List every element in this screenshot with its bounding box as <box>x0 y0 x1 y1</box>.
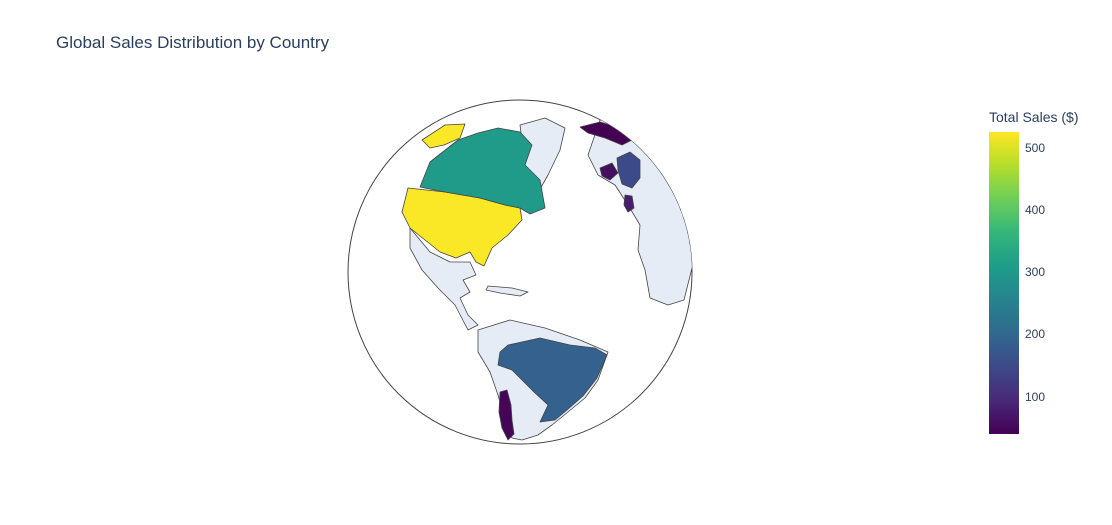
country-brazil[interactable] <box>497 337 608 423</box>
colorbar-tick-300: 300 <box>1025 265 1046 280</box>
colorbar-tick-500: 500 <box>1025 140 1046 155</box>
colorbar-tick-100: 100 <box>1025 389 1046 404</box>
country-chile[interactable] <box>498 389 515 441</box>
country-uk[interactable] <box>616 151 641 189</box>
country-portugal[interactable] <box>623 194 635 213</box>
colorbar-tick-400: 400 <box>1025 202 1046 217</box>
colorbar-tick-200: 200 <box>1025 327 1046 342</box>
colorbar <box>989 132 1019 434</box>
country-alaska[interactable] <box>421 123 466 149</box>
chart-title: Global Sales Distribution by Country <box>56 33 330 52</box>
caribbean <box>485 285 529 297</box>
country-ireland[interactable] <box>599 162 619 181</box>
mexico-central-america <box>409 227 479 331</box>
country-canada[interactable] <box>419 127 546 215</box>
colorbar-title: Total Sales ($) <box>989 109 1079 125</box>
